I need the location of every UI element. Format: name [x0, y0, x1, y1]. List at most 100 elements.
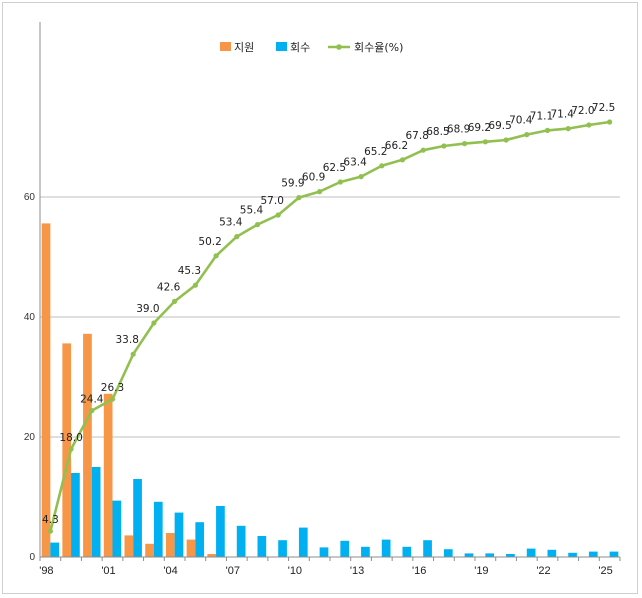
- recovery-bar: [568, 552, 577, 557]
- x-tick-label: '10: [288, 565, 302, 577]
- recovery-bar: [423, 540, 432, 557]
- recovery-bar: [257, 536, 267, 557]
- support-bar: [207, 554, 217, 557]
- line-point: [172, 298, 178, 304]
- legend-label: 회수: [290, 41, 310, 54]
- recovery-bar: [609, 551, 619, 557]
- line-point: [68, 446, 74, 452]
- recovery-bar: [402, 546, 412, 557]
- y-tick-label: 40: [24, 312, 36, 323]
- line-point: [296, 195, 302, 201]
- recovery-bar: [174, 512, 184, 557]
- x-tick-label: '13: [350, 565, 364, 577]
- line-point: [586, 122, 592, 128]
- x-axis-ticks: '98 '01 '04 '07 '10 '13 '16 '19 '22 '25: [39, 557, 621, 577]
- line-point: [565, 126, 571, 132]
- line-point: [89, 408, 95, 414]
- recovery-bar: [526, 548, 536, 557]
- line-point: [462, 141, 468, 147]
- legend-swatch: [220, 42, 231, 51]
- line-point: [441, 143, 447, 149]
- recovery-bar: [588, 551, 598, 557]
- recovery-bar: [361, 546, 370, 557]
- data-label: 65.2: [364, 146, 387, 158]
- line-point: [47, 528, 54, 534]
- line-point: [420, 147, 426, 153]
- line-point: [524, 132, 530, 138]
- data-label: 50.2: [198, 236, 221, 248]
- data-label: 69.5: [488, 120, 511, 132]
- data-label: 67.8: [406, 130, 429, 142]
- data-label: 55.4: [240, 205, 264, 217]
- recovery-bar: [50, 542, 60, 557]
- line-point: [192, 282, 198, 288]
- legend-swatch: [276, 42, 287, 51]
- legend-label: 지원: [234, 41, 254, 54]
- data-label: 33.8: [116, 334, 139, 346]
- recovery-bar: [340, 540, 350, 557]
- recovery-bar: [506, 554, 515, 557]
- x-tick-label: '19: [474, 565, 488, 577]
- line-point: [109, 396, 116, 402]
- support-bar: [83, 333, 92, 557]
- y-axis-ticks: 0 20 40 60: [24, 192, 36, 563]
- data-label: 60.9: [302, 172, 325, 184]
- line-point: [544, 127, 551, 133]
- line-point: [607, 119, 613, 125]
- support-bar: [41, 223, 51, 557]
- x-tick-label: '22: [536, 565, 550, 577]
- recovery-bar: [71, 473, 80, 557]
- data-label: 53.4: [219, 217, 243, 229]
- recovery-bar: [319, 547, 329, 557]
- support-bar: [145, 543, 154, 557]
- recovery-bar: [381, 539, 391, 557]
- data-label: 68.9: [447, 124, 470, 136]
- legend-label: 회수율(%): [354, 41, 403, 54]
- legend-swatch-marker: [336, 44, 342, 50]
- support-bar: [165, 533, 175, 557]
- data-label: 45.3: [178, 265, 201, 277]
- x-tick-label: '25: [598, 565, 612, 577]
- data-label: 63.4: [343, 157, 367, 169]
- data-label: 24.4: [80, 394, 104, 406]
- line-point: [337, 179, 343, 185]
- data-label: 26.3: [101, 382, 124, 394]
- recovery-bar: [443, 549, 453, 557]
- x-tick-label: '07: [226, 565, 240, 577]
- data-label: 39.0: [136, 303, 159, 315]
- line-point: [482, 139, 488, 145]
- recovery-rate-polyline: [49, 120, 610, 532]
- recovery-bar: [236, 525, 246, 557]
- data-label: 4.3: [42, 514, 59, 526]
- line-point: [254, 222, 261, 228]
- data-label: 66.2: [385, 140, 408, 152]
- support-bar: [103, 393, 113, 557]
- data-label: 69.2: [468, 122, 491, 134]
- line-point: [130, 351, 136, 357]
- recovery-bar: [485, 553, 495, 557]
- recovery-bar: [112, 500, 122, 557]
- x-tick-label: '16: [412, 565, 426, 577]
- recovery-rate-line: [47, 119, 613, 534]
- x-tick-label: '01: [101, 565, 115, 577]
- line-point: [213, 253, 219, 259]
- data-label: 68.5: [426, 126, 449, 138]
- data-label: 71.4: [551, 109, 575, 121]
- gridlines: [40, 196, 620, 438]
- line-point: [379, 163, 385, 169]
- line-point: [275, 212, 281, 218]
- recovery-bar: [195, 522, 205, 557]
- data-label: 72.5: [592, 102, 615, 114]
- data-label: 72.0: [571, 105, 594, 117]
- recovery-bar: [547, 549, 557, 557]
- line-point: [358, 174, 364, 180]
- y-tick-label: 60: [24, 192, 36, 203]
- line-point: [151, 320, 157, 326]
- x-tick-label: '98: [39, 565, 53, 577]
- data-label: 71.1: [530, 110, 553, 122]
- legend: 지원 회수 회수율(%): [220, 41, 403, 54]
- x-tick-label: '04: [163, 565, 177, 577]
- bars: [41, 223, 619, 557]
- data-label: 62.5: [323, 162, 346, 174]
